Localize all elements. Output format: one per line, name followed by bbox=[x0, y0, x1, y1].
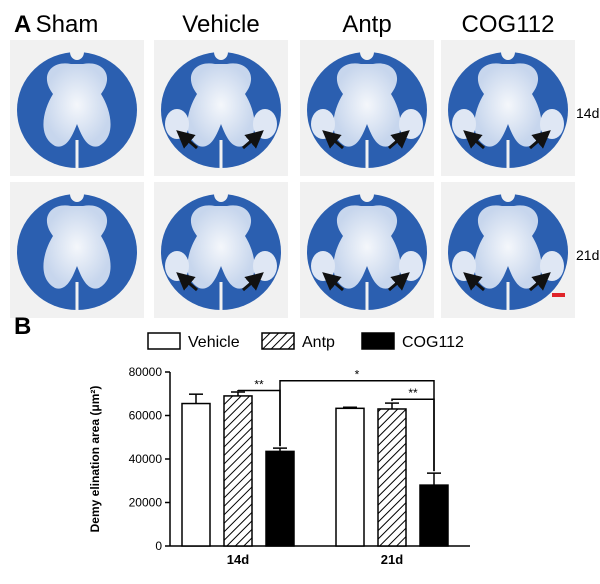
section-image-cog112-21d bbox=[441, 182, 575, 318]
column-label-vehicle: Vehicle bbox=[182, 11, 259, 38]
significance-bracket bbox=[279, 379, 435, 472]
panel-a: A Sham Vehicle Antp COG112 14d 21d bbox=[10, 11, 599, 318]
row-label-21d: 21d bbox=[576, 247, 599, 263]
panel-a-label: A bbox=[14, 11, 31, 38]
column-label-sham: Sham bbox=[36, 11, 99, 38]
y-axis-label: Demy elination area (μm²) bbox=[88, 386, 102, 533]
section-image-antp-21d bbox=[300, 182, 434, 318]
significance-label: * bbox=[355, 368, 360, 382]
section-image-cog112-14d bbox=[441, 40, 575, 176]
column-label-cog112: COG112 bbox=[462, 11, 555, 38]
legend-label-vehicle: Vehicle bbox=[188, 334, 240, 351]
bar-antp-14d bbox=[223, 395, 253, 547]
legend-swatch-antp bbox=[261, 332, 295, 350]
section-image-sham-21d bbox=[10, 182, 144, 318]
y-tick-label: 20000 bbox=[129, 496, 163, 510]
scale-bar bbox=[552, 293, 565, 297]
significance-label: ** bbox=[254, 377, 264, 391]
section-image-sham-14d bbox=[10, 40, 144, 176]
bar-vehicle-21d bbox=[335, 407, 365, 547]
column-label-antp: Antp bbox=[342, 11, 391, 38]
legend-swatch-vehicle bbox=[147, 332, 181, 350]
y-tick-label: 60000 bbox=[129, 409, 163, 423]
section-image-antp-14d bbox=[300, 40, 434, 176]
panel-b-label: B bbox=[14, 313, 31, 340]
legend-label-antp: Antp bbox=[302, 334, 335, 351]
panel-b: B Vehicle Antp COG112 0 20000 40000 60000 8000… bbox=[14, 313, 470, 567]
row-label-14d: 14d bbox=[576, 105, 599, 121]
y-tick-label: 0 bbox=[155, 539, 162, 553]
significance-label: ** bbox=[408, 386, 418, 400]
bar-cog112-21d bbox=[419, 484, 449, 547]
y-tick-label: 40000 bbox=[129, 452, 163, 466]
legend-label-cog112: COG112 bbox=[402, 334, 464, 351]
bar-chart: 0 20000 40000 60000 80000 Demy elination area… bbox=[88, 365, 470, 567]
bar-antp-21d bbox=[377, 408, 407, 547]
section-image-vehicle-14d bbox=[154, 40, 288, 176]
bar-cog112-14d bbox=[265, 450, 295, 547]
chart-legend: Vehicle Antp COG112 bbox=[147, 332, 464, 351]
legend-swatch-cog112 bbox=[361, 332, 395, 350]
y-tick-label: 80000 bbox=[129, 365, 163, 379]
x-tick-label-14d: 14d bbox=[227, 552, 249, 567]
x-tick-label-21d: 21d bbox=[381, 552, 403, 567]
section-image-vehicle-21d bbox=[154, 182, 288, 318]
bar-vehicle-14d bbox=[181, 402, 211, 547]
